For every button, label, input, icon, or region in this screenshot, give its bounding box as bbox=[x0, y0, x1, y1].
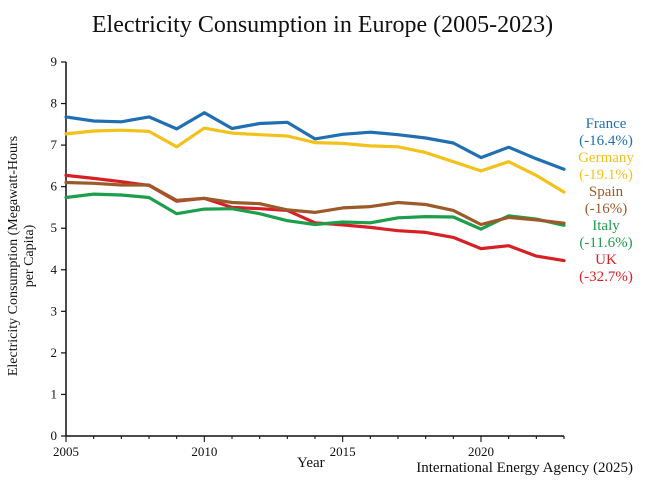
x-axis-label: Year bbox=[297, 455, 325, 471]
y-tick-label: 3 bbox=[51, 303, 58, 318]
y-tick-label: 6 bbox=[51, 179, 58, 194]
series-change-spain: (-16%) bbox=[585, 201, 627, 217]
series-line-uk bbox=[64, 173, 566, 263]
series-change-italy: (-11.6%) bbox=[579, 235, 632, 251]
x-tick-label: 2005 bbox=[53, 444, 79, 459]
x-tick-label: 2010 bbox=[191, 444, 217, 459]
y-tick-label: 4 bbox=[51, 262, 58, 277]
series-line-france bbox=[64, 111, 566, 171]
y-tick-label: 5 bbox=[51, 220, 58, 235]
y-tick-label: 9 bbox=[51, 54, 58, 69]
y-tick-label: 0 bbox=[51, 428, 58, 443]
series-line-germany bbox=[64, 126, 566, 194]
y-tick-label: 2 bbox=[51, 345, 58, 360]
series-label-uk: UK bbox=[595, 252, 617, 268]
series-label-spain: Spain bbox=[589, 184, 624, 200]
series-change-france: (-16.4%) bbox=[579, 133, 633, 149]
series-label-italy: Italy bbox=[592, 218, 620, 234]
y-tick-label: 8 bbox=[51, 96, 58, 111]
series-change-germany: (-19.1%) bbox=[579, 167, 633, 183]
y-tick-label: 7 bbox=[51, 137, 58, 152]
source-note: International Energy Agency (2025) bbox=[416, 460, 633, 476]
y-tick-label: 1 bbox=[51, 386, 58, 401]
chart-title: Electricity Consumption in Europe (2005-… bbox=[91, 12, 554, 38]
x-tick-label: 2020 bbox=[468, 444, 494, 459]
series-line-spain bbox=[64, 180, 566, 227]
series-label-germany: Germany bbox=[578, 150, 634, 166]
x-tick-label: 2015 bbox=[330, 444, 356, 459]
series-label-france: France bbox=[586, 116, 627, 132]
series-line-italy bbox=[64, 192, 566, 231]
series-change-uk: (-32.7%) bbox=[579, 269, 633, 285]
